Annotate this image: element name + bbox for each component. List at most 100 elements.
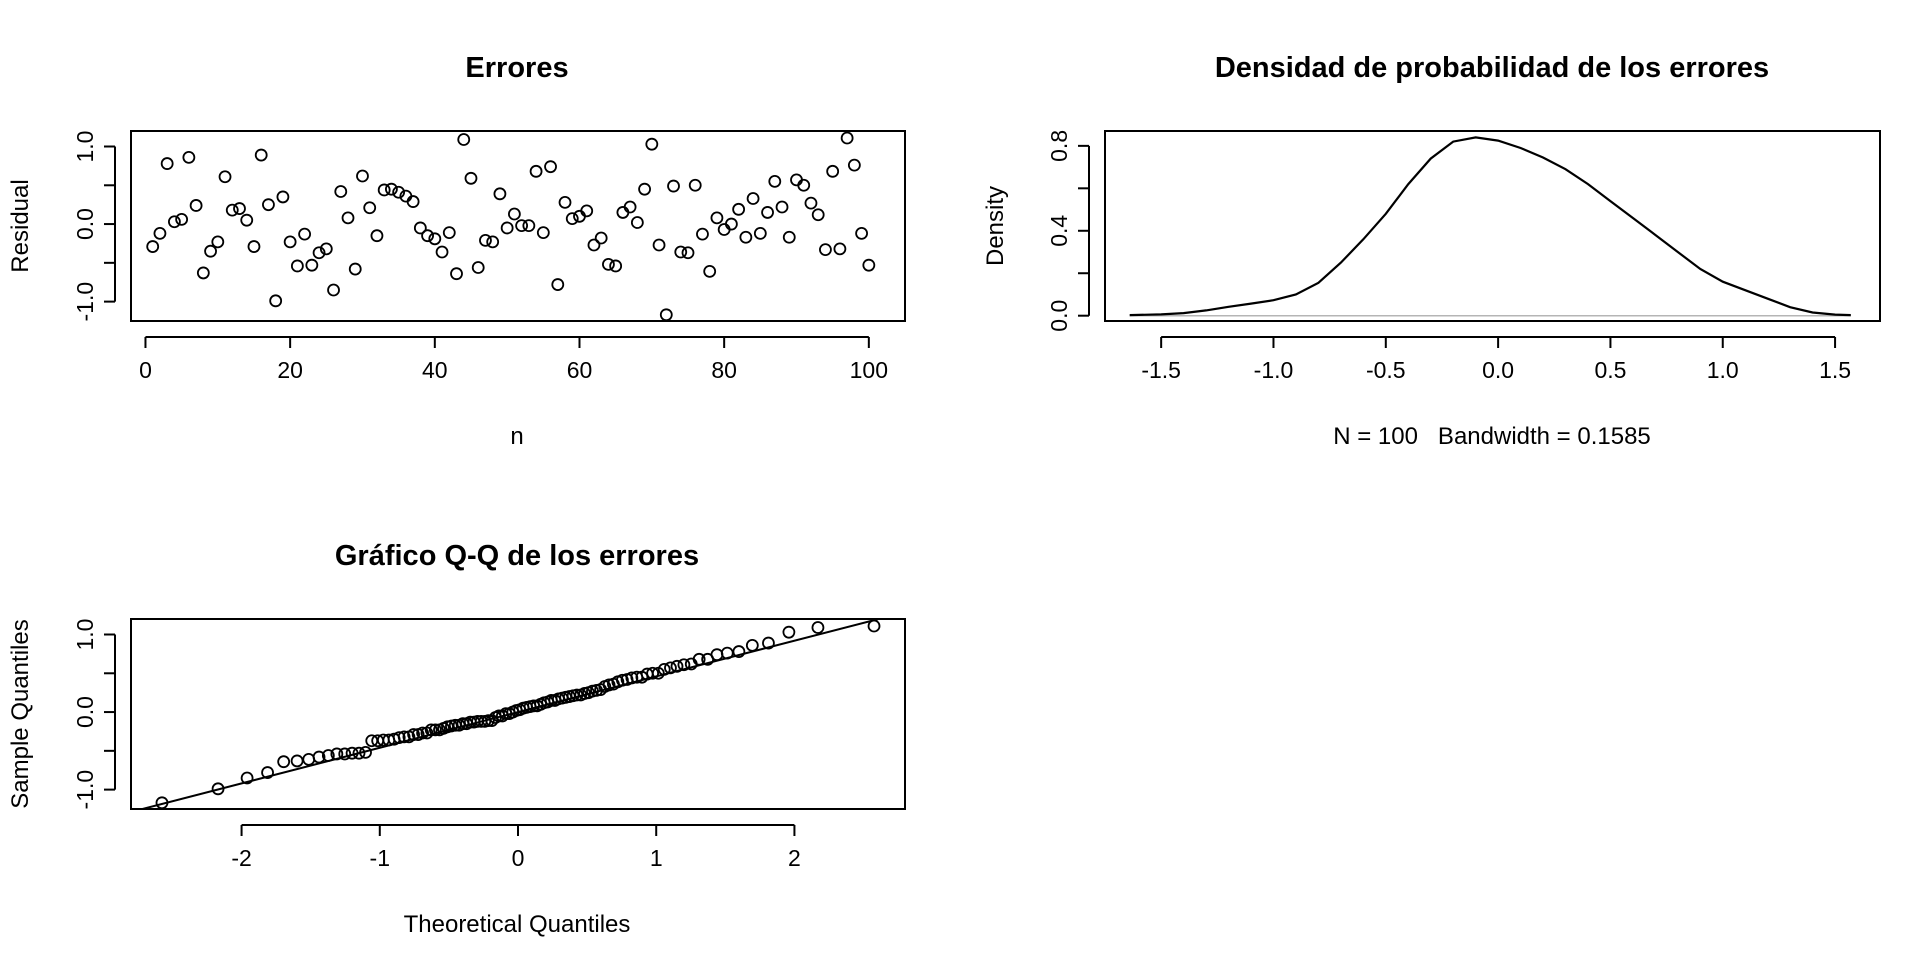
x-tick-label: -1.5 [1141,357,1181,383]
data-point [623,200,637,214]
data-point [761,206,774,219]
x-tick-label: -0.5 [1366,357,1406,383]
y-tick-label: 0.0 [72,208,98,240]
data-point [407,728,420,741]
data-point [370,229,384,243]
x-tick-label: 1.0 [1707,357,1739,383]
y-axis: -1.0 0.0 1.0 [72,131,116,321]
data-point [670,659,684,673]
data-point [819,243,832,257]
plot-frame [130,618,906,810]
data-point [652,238,666,252]
data-point [334,185,348,198]
data-point [688,178,702,192]
x-tick-label: -2 [231,845,251,871]
data-point [435,245,449,259]
data-point [674,245,688,259]
data-point [338,747,352,761]
data-point [424,723,438,737]
x-axis-label: N = 100 Bandwidth = 0.1585 [1333,423,1651,450]
data-point [359,745,372,759]
data-point [442,226,456,239]
data-point [602,257,615,271]
data-point [345,746,359,760]
data-point [732,202,746,216]
y-tick-label: 1.0 [72,619,98,651]
data-point [667,179,680,193]
y-axis-label: Residual [7,179,34,272]
data-point [196,266,210,280]
data-point [428,232,442,246]
data-point [529,164,543,178]
data-point [428,723,442,737]
data-point [254,148,268,162]
data-point [659,308,673,322]
data-point [616,673,629,687]
data-point [302,752,316,766]
data-point [211,782,225,796]
data-point [696,227,709,241]
data-point [233,202,246,215]
data-point [565,212,579,226]
x-axis: -2 -1 0 1 2 [231,824,801,871]
data-point [570,688,584,702]
x-tick-label: 0 [512,845,525,871]
data-point [677,658,691,672]
data-point [664,661,677,675]
data-point [189,199,203,212]
plot-frame [130,130,906,322]
panel-densidad: Densidad de probabilidad de los errores … [982,52,1881,450]
x-tick-label: 1 [650,845,663,871]
data-point [862,258,876,272]
x-tick-label: 0 [139,357,152,383]
data-point [507,207,521,221]
y-tick-label: 0.0 [72,696,98,728]
data-point [638,182,651,196]
data-point [782,625,796,639]
data-point [479,233,492,247]
data-point [645,137,659,151]
data-point [811,621,825,634]
x-tick-label: 2 [788,845,801,871]
y-tick-label: 1.0 [72,131,98,163]
x-axis: 0 20 40 60 80 100 [139,336,888,383]
data-point [204,244,217,258]
data-point [160,157,174,170]
data-point [681,246,695,260]
data-point [833,242,847,256]
data-point [580,204,594,218]
data-point [312,750,326,764]
y-tick-label: 0.8 [1046,130,1072,162]
data-point [587,238,601,252]
x-tick-label: 0.5 [1594,357,1626,383]
data-point [625,671,639,685]
data-point [826,164,840,178]
data-point [657,663,671,676]
x-tick-label: 20 [277,357,303,383]
data-point [457,133,471,146]
data-point [175,213,189,226]
data-point [153,226,167,240]
data-point [486,235,500,249]
data-point [847,158,861,172]
data-point [406,195,420,208]
chart-title: Gráfico Q-Q de los errores [335,540,699,572]
data-point [240,771,254,785]
data-point [609,259,623,273]
density-curve [1129,136,1851,317]
data-point [811,208,825,222]
data-point [840,131,854,145]
x-axis-label: Theoretical Quantiles [404,911,631,938]
data-point [753,226,767,240]
data-point [319,242,333,256]
data-point [305,258,319,272]
data-point [413,221,427,235]
data-point [500,221,514,235]
x-tick-label: 1.5 [1819,357,1851,383]
data-point [481,714,495,727]
data-point [782,230,796,244]
chart-title: Errores [465,52,568,84]
data-point [768,175,782,188]
data-point [558,195,572,209]
y-axis-label: Density [982,186,1009,266]
